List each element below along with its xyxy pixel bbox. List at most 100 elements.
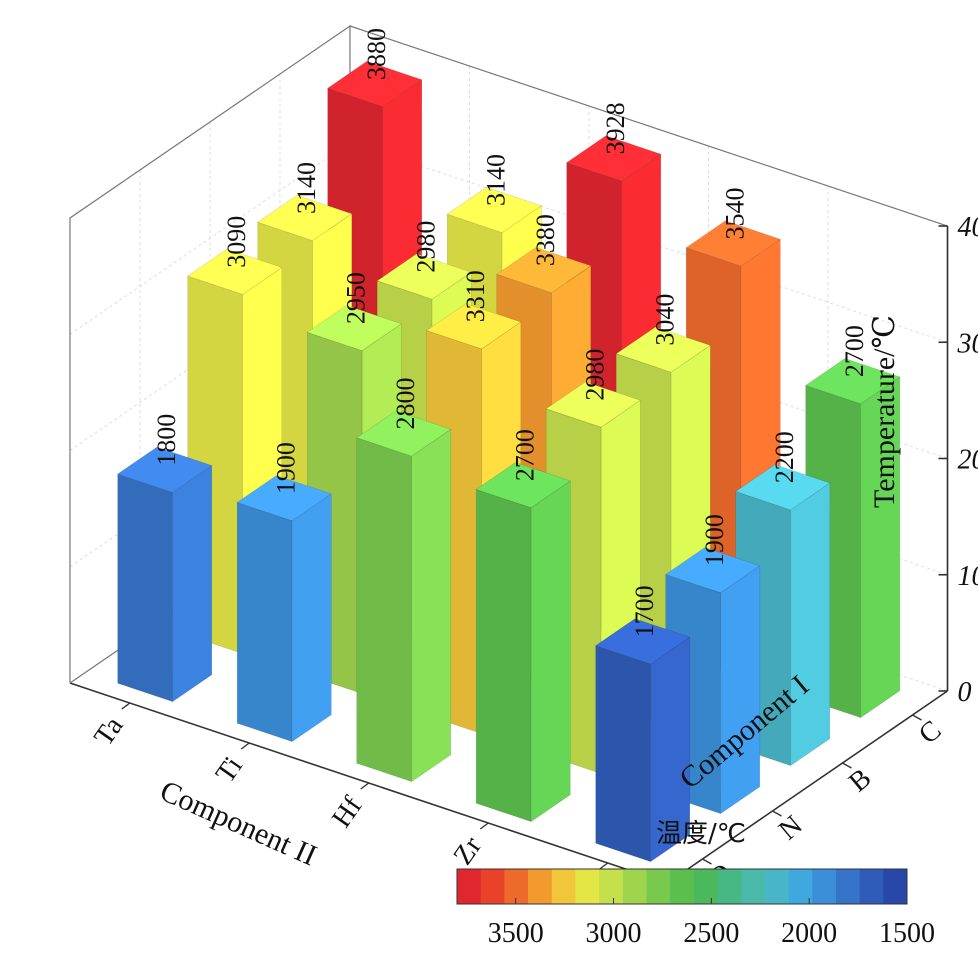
y-tick-label: C — [913, 715, 947, 751]
bar-side-face — [291, 493, 332, 743]
bar-top-face — [376, 253, 472, 300]
bar-front-face — [236, 501, 293, 743]
y-tick — [842, 762, 852, 769]
bar-value-label: 3090 — [222, 216, 251, 268]
bar-value-label: 3380 — [531, 214, 560, 266]
colorbar-segment — [741, 869, 766, 904]
z-tick-label: 1000 — [958, 561, 978, 592]
y-tick — [702, 858, 712, 865]
bar-top-face — [327, 60, 423, 107]
colorbar-tick-label: 2500 — [683, 918, 739, 949]
z-tick-label: 2000 — [958, 445, 978, 476]
x-axis-title: Component II — [155, 774, 321, 872]
bar-front-face — [595, 645, 651, 863]
bar-value-label: 2200 — [770, 431, 799, 483]
bar-front-face — [475, 488, 532, 823]
y-tick-label: B — [843, 763, 877, 799]
bar-value-label: 3928 — [601, 102, 630, 154]
colorbar-segment — [504, 869, 529, 904]
bar-Zr-O — [475, 462, 571, 823]
y-tick — [772, 810, 782, 817]
x-tick — [599, 862, 609, 870]
bar-value-label: 3540 — [720, 187, 749, 239]
bar-top-face — [735, 464, 831, 511]
bar-top-face — [545, 381, 641, 428]
bar-top-face — [496, 247, 592, 294]
colorbar-segment — [528, 869, 553, 904]
bar-value-label: 3040 — [650, 294, 679, 346]
bar-side-face — [720, 565, 761, 815]
bar-front-face — [356, 437, 412, 783]
bar-side-face — [172, 464, 213, 703]
bar-top-face — [426, 303, 522, 350]
bar-top-face — [566, 135, 662, 182]
colorbar: 3500 3000 2500 2000 1500 — [456, 868, 935, 949]
bar-top-face — [306, 305, 402, 352]
bar-top-face — [685, 220, 781, 267]
colorbar-segment — [622, 869, 647, 904]
bar-top-face — [446, 186, 542, 233]
bar-top-face — [615, 326, 711, 373]
bar-top-face — [356, 410, 452, 457]
bar-value-label: 2980 — [580, 349, 609, 401]
colorbar-segment — [480, 869, 505, 904]
x-tick-label: Zr — [447, 831, 488, 871]
x-tick-label: Ta — [88, 711, 130, 752]
colorbar-segment — [599, 869, 624, 904]
bar-value-label: 1700 — [630, 585, 659, 637]
bar-value-label: 1900 — [700, 514, 729, 566]
colorbar-segment — [646, 869, 671, 904]
bar-front-face — [117, 473, 173, 703]
bar-value-label: 2950 — [341, 272, 370, 324]
bar-value-label: 3140 — [481, 154, 510, 206]
colorbar-segment — [670, 869, 695, 904]
labels-layer: 3880 3140 3928 3540 2700 3140 2980 3380 3040 2200… — [152, 28, 869, 637]
bar-value-label: 2700 — [840, 325, 869, 377]
z-axis-title: Temperature/℃ — [868, 315, 901, 508]
x-tick-label: Ti — [210, 751, 249, 789]
colorbar-frame — [456, 868, 908, 905]
colorbar-title: 温度/℃ — [656, 819, 746, 849]
x-tick — [121, 702, 131, 710]
colorbar-segment — [575, 869, 600, 904]
colorbar-tick-label: 2000 — [781, 918, 837, 949]
bar-value-label: 3880 — [362, 28, 391, 80]
bar-value-label: 2800 — [391, 378, 420, 430]
z-tick-label: 4000 — [958, 212, 978, 243]
colorbar-segment — [812, 869, 837, 904]
bar-top-face — [257, 194, 353, 241]
bars-layer — [117, 60, 901, 863]
bar-Ti-O — [236, 475, 332, 743]
bar-value-label: 2700 — [510, 429, 539, 481]
colorbar-segment — [551, 869, 576, 904]
x-tick-label: Hf — [326, 791, 369, 834]
bar-top-face — [595, 618, 691, 665]
colorbar-segment — [457, 869, 482, 904]
bar-top-face — [187, 248, 283, 295]
colorbar-tick-label: 1500 — [879, 918, 935, 949]
bar-top-face — [665, 547, 761, 594]
colorbar-segment — [764, 869, 790, 904]
bar-Si-O — [595, 618, 691, 863]
colorbar-segment — [717, 869, 742, 904]
z-tick-label: 3000 — [957, 328, 978, 359]
x-tick — [240, 742, 250, 750]
bar-value-label: 1800 — [152, 414, 181, 466]
colorbar-segment — [883, 869, 908, 904]
colorbar-tick-label: 3000 — [586, 918, 642, 949]
bar-top-face — [475, 462, 571, 509]
bar-value-label: 3140 — [292, 162, 321, 214]
bar-top-face — [236, 475, 332, 522]
bar-top-face — [117, 446, 213, 493]
y-tick-label: N — [773, 810, 808, 847]
colorbar-tick-label: 3500 — [488, 918, 544, 949]
z-tick-label: 0 — [958, 677, 972, 708]
x-tick — [479, 822, 489, 830]
bar-value-label: 3310 — [461, 270, 490, 322]
colorbar-segment — [835, 869, 861, 904]
bar-value-label: 2980 — [411, 221, 440, 273]
bar-value-label: 1900 — [271, 442, 300, 494]
bar-side-face — [790, 482, 831, 767]
x-tick — [360, 782, 370, 790]
